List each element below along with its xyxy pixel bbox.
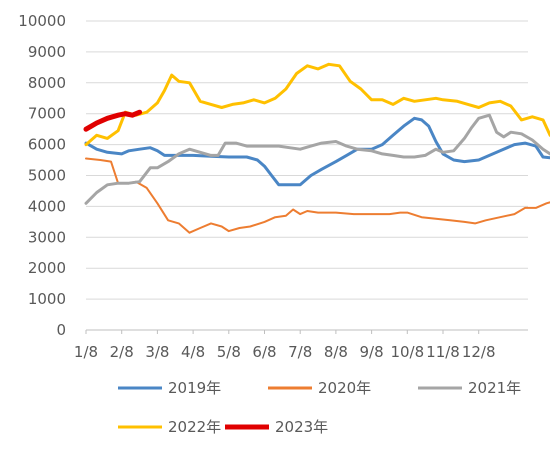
y-tick-label: 10000	[18, 12, 66, 30]
series-line-2023年	[83, 109, 143, 132]
legend-label: 2020年	[318, 379, 371, 397]
x-tick-label: 5/8	[217, 343, 241, 361]
legend-label: 2022年	[168, 418, 221, 436]
x-tick-label: 9/8	[360, 343, 384, 361]
x-tick-label: 1/8	[74, 343, 98, 361]
axes: 0 1000 2000 3000 4000 5000 6000 7000 8000 9000 100…	[18, 12, 528, 361]
x-tick-label: 8/8	[324, 343, 348, 361]
y-tick-label: 1000	[28, 290, 66, 308]
y-tick-label: 4000	[28, 197, 66, 215]
series-line-2021年	[84, 113, 550, 205]
x-tick-label: 4/8	[181, 343, 205, 361]
x-tick-label: 12/8	[462, 343, 496, 361]
y-tick-label: 7000	[28, 105, 66, 123]
legend-label: 2019年	[168, 379, 221, 397]
series-line-2022年	[84, 62, 550, 147]
y-tick-label: 5000	[28, 167, 66, 185]
x-tick-label: 3/8	[145, 343, 169, 361]
x-tick-label: 11/8	[426, 343, 460, 361]
y-tick-label: 0	[56, 321, 66, 339]
x-tick-label: 2/8	[110, 343, 134, 361]
y-tick-label: 9000	[28, 43, 66, 61]
series-line-2019年	[84, 116, 550, 187]
x-tick-label: 10/8	[390, 343, 424, 361]
y-tick-label: 2000	[28, 259, 66, 277]
series-lines	[83, 62, 550, 234]
y-tick-label: 6000	[28, 136, 66, 154]
x-tick-label: 6/8	[252, 343, 276, 361]
series-line-2020年	[85, 157, 550, 234]
legend-label: 2021年	[468, 379, 521, 397]
y-tick-label: 8000	[28, 74, 66, 92]
legend: 2019年 2020年 2021年 2022年 2023年	[118, 379, 521, 436]
legend-label: 2023年	[275, 418, 328, 436]
y-tick-label: 3000	[28, 228, 66, 246]
x-tick-label: 7/8	[288, 343, 312, 361]
